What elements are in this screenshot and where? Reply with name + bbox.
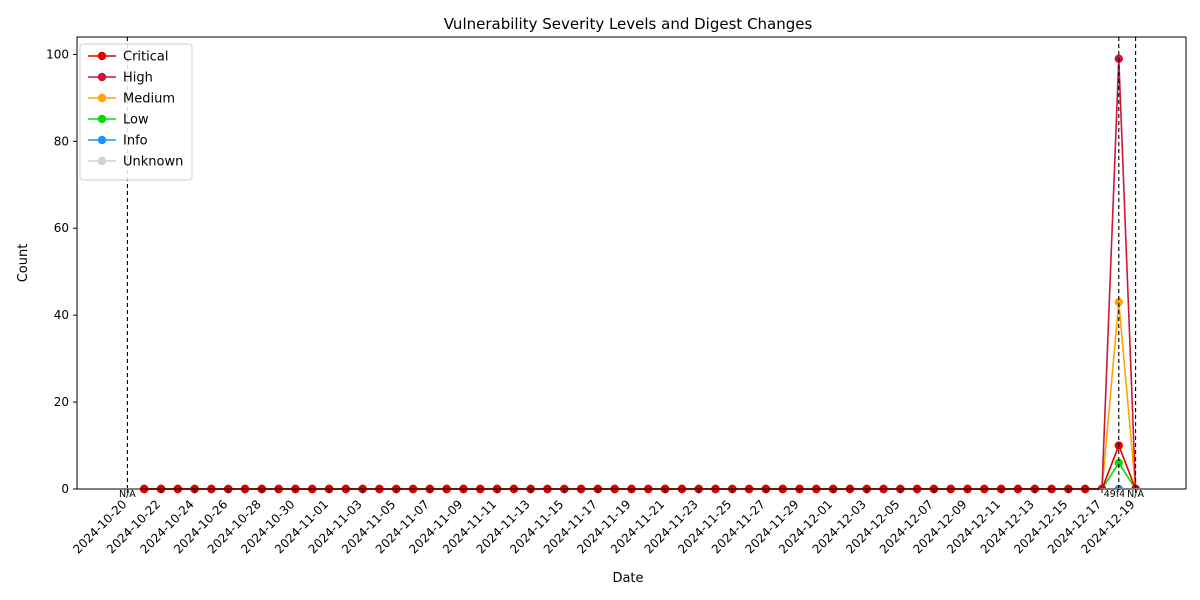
- y-tick-label: 40: [54, 308, 69, 322]
- y-axis-title: Count: [16, 244, 31, 283]
- legend-swatch-marker-low: [97, 114, 107, 124]
- legend-label-critical: Critical: [123, 50, 168, 65]
- legend-frame: [79, 43, 193, 181]
- y-tick-label: 0: [61, 482, 69, 496]
- legend-swatch-marker-critical: [97, 51, 107, 61]
- annotation-label: N/A: [119, 489, 136, 500]
- legend-label-info: Info: [123, 134, 148, 149]
- annotation-box: [115, 488, 140, 501]
- annotation-label: N/A: [1127, 489, 1144, 500]
- legend-label-unknown: Unknown: [123, 155, 183, 170]
- legend-swatch-marker-high: [97, 72, 107, 82]
- legend-label-low: Low: [123, 113, 149, 128]
- y-tick-label: 60: [54, 221, 69, 235]
- data-point-medium: [1114, 297, 1123, 307]
- legend-label-medium: Medium: [123, 92, 175, 107]
- legend-swatch-marker-info: [97, 135, 107, 145]
- y-tick-label: 100: [46, 47, 69, 61]
- annotation-box: [1123, 488, 1148, 501]
- x-axis-title: Date: [612, 571, 643, 586]
- data-point-low: [1114, 458, 1123, 468]
- legend-swatch-marker-medium: [97, 93, 107, 103]
- annotation-label: 49f4fc: [1104, 489, 1134, 500]
- legend-swatch-marker-unknown: [97, 156, 107, 166]
- y-tick-label: 80: [54, 134, 69, 148]
- chart-legend: Critical High Medium Low Info Unknown: [79, 43, 193, 181]
- chart-title: Vulnerability Severity Levels and Digest…: [444, 15, 813, 33]
- legend-label-high: High: [123, 71, 153, 86]
- y-tick-label: 20: [54, 395, 69, 409]
